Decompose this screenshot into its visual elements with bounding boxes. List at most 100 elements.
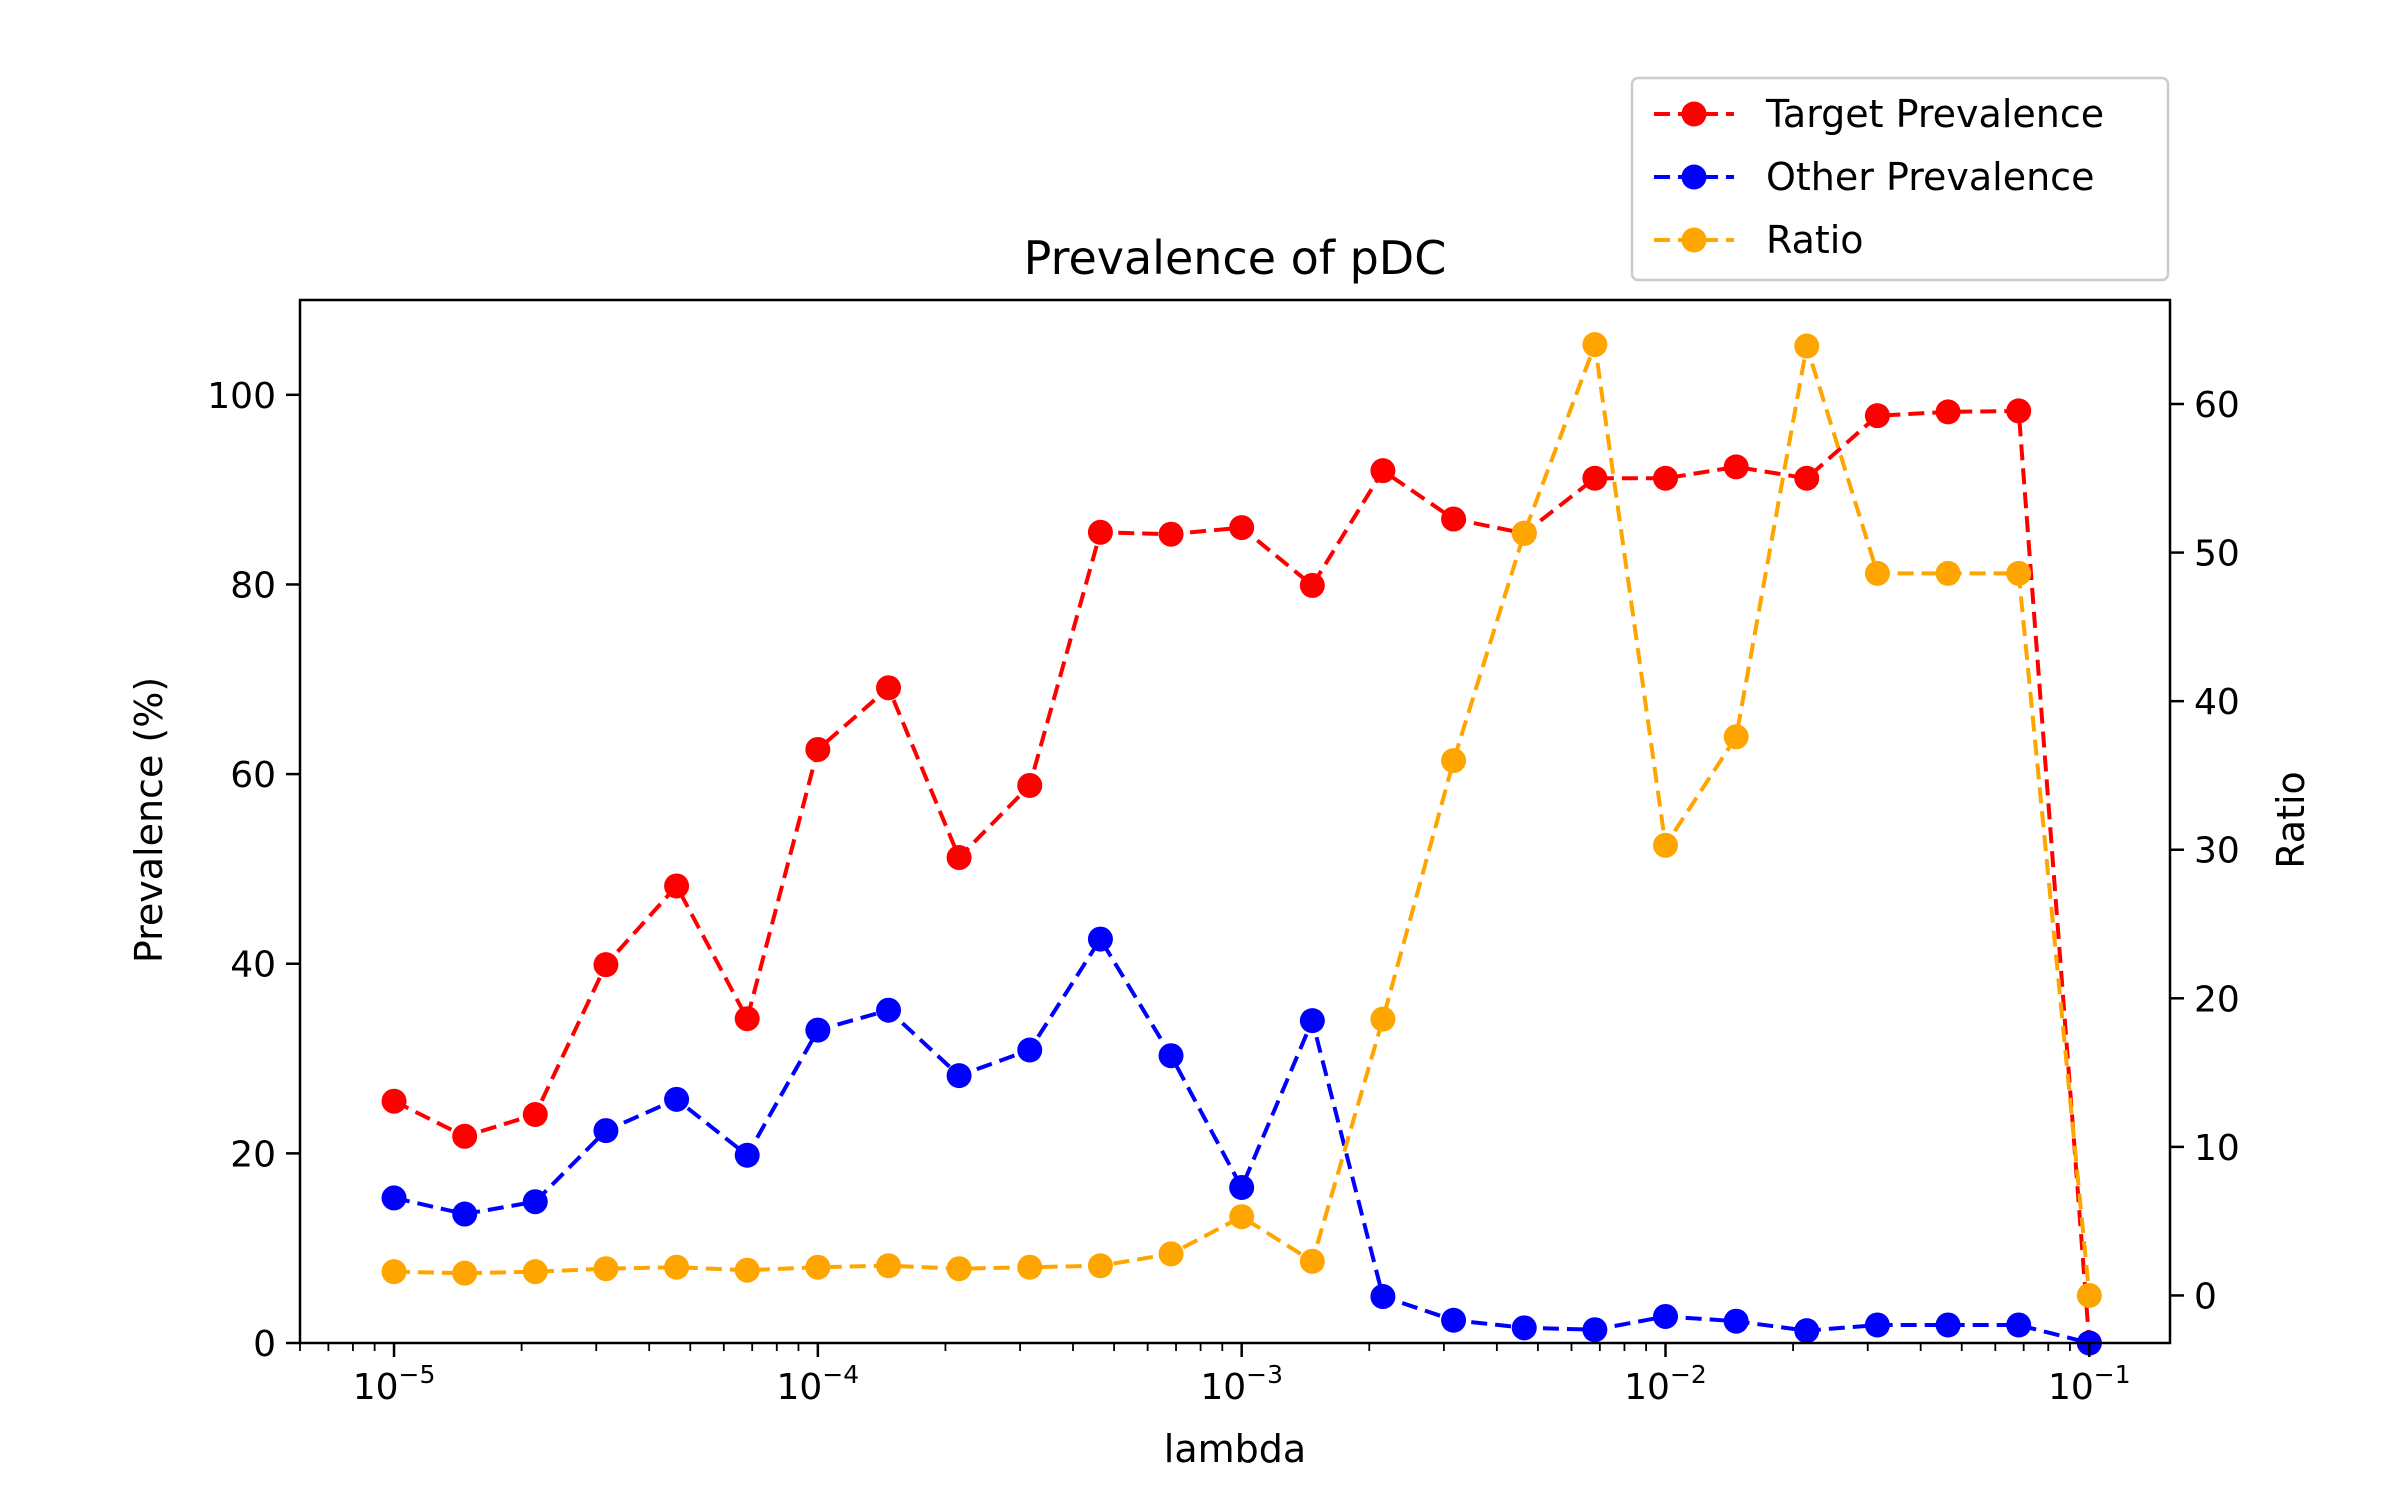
data-point <box>381 1185 407 1211</box>
data-point <box>1794 465 1820 491</box>
y-tick-label: 0 <box>253 1324 276 1365</box>
data-point <box>1299 1008 1325 1034</box>
data-point <box>2006 1312 2032 1338</box>
data-point <box>1229 515 1255 541</box>
data-point <box>664 1254 690 1280</box>
data-point <box>1441 748 1467 774</box>
data-point <box>734 1006 760 1032</box>
x-tick-base: 10 <box>353 1367 399 1408</box>
data-point <box>805 1017 831 1043</box>
y2-tick-label: 40 <box>2194 682 2240 723</box>
legend-marker <box>1681 227 1707 253</box>
series-layer <box>381 332 2102 1356</box>
data-point <box>1017 772 1043 798</box>
legend-item: Ratio <box>1654 218 1864 262</box>
data-point <box>1229 1174 1255 1200</box>
data-point <box>1017 1037 1043 1063</box>
data-point <box>593 952 619 978</box>
data-point <box>1370 1284 1396 1310</box>
x-tick-base: 10 <box>2048 1367 2094 1408</box>
data-point <box>452 1260 478 1286</box>
x-axis: 10−5 10−4 10−3 10−2 10−1 <box>299 1343 2131 1408</box>
data-point <box>1158 521 1184 547</box>
legend-label: Ratio <box>1766 218 1864 262</box>
data-point <box>1370 1006 1396 1032</box>
data-point <box>1794 1318 1820 1344</box>
data-point <box>946 1256 972 1282</box>
x-tick-label: 10−4 <box>777 1360 860 1408</box>
data-point <box>1087 1253 1113 1279</box>
series-target-prevalence <box>381 398 2102 1356</box>
data-point <box>1935 1312 1961 1338</box>
data-point <box>1864 1312 1890 1338</box>
data-point <box>593 1118 619 1144</box>
legend-label: Other Prevalence <box>1766 155 2094 199</box>
data-point <box>1441 1307 1467 1333</box>
legend: Target Prevalence Other Prevalence Ratio <box>1630 76 2170 282</box>
data-point <box>1653 832 1679 858</box>
y-tick-label: 60 <box>230 755 276 796</box>
legend-box <box>1630 76 2170 282</box>
data-point <box>1582 465 1608 491</box>
data-point <box>1794 333 1820 359</box>
x-tick-exponent: −1 <box>2094 1360 2131 1389</box>
x-tick-base: 10 <box>1200 1367 1246 1408</box>
x-tick-exponent: −3 <box>1246 1360 1283 1389</box>
data-point <box>1158 1043 1184 1069</box>
y-axis-left: 0 20 40 60 80 100 <box>207 376 300 1365</box>
data-point <box>522 1189 548 1215</box>
data-point <box>1723 454 1749 480</box>
legend-item: Target Prevalence <box>1654 92 2104 136</box>
data-point <box>381 1259 407 1285</box>
y2-axis-title: Ratio <box>2269 771 2313 869</box>
series-ratio <box>381 332 2102 1308</box>
y2-tick-label: 20 <box>2194 979 2240 1020</box>
data-point <box>1229 1204 1255 1230</box>
data-point <box>805 1254 831 1280</box>
data-point <box>1087 519 1113 545</box>
data-point <box>1441 506 1467 532</box>
x-tick-label: 10−2 <box>1624 1360 1707 1408</box>
data-point <box>1087 926 1113 952</box>
x-tick-exponent: −5 <box>399 1360 436 1389</box>
legend-marker <box>1681 101 1707 127</box>
data-point <box>522 1259 548 1285</box>
data-point <box>664 1086 690 1112</box>
y-tick-label: 20 <box>230 1134 276 1175</box>
legend-item: Other Prevalence <box>1654 155 2094 199</box>
y2-tick-label: 10 <box>2194 1128 2240 1169</box>
data-point <box>1653 465 1679 491</box>
y-axis-title: Prevalence (%) <box>127 677 171 963</box>
data-point <box>2006 560 2032 586</box>
data-point <box>1723 724 1749 750</box>
data-point <box>946 845 972 871</box>
legend-marker <box>1681 164 1707 190</box>
data-point <box>1017 1254 1043 1280</box>
legend-label: Target Prevalence <box>1765 92 2104 136</box>
x-tick-exponent: −2 <box>1670 1360 1707 1389</box>
data-point <box>734 1257 760 1283</box>
data-point <box>1299 1248 1325 1274</box>
data-point <box>381 1088 407 1114</box>
chart-title: Prevalence of pDC <box>1024 231 1447 285</box>
data-point <box>1299 572 1325 598</box>
data-point <box>876 1253 902 1279</box>
x-tick-exponent: −4 <box>822 1360 859 1389</box>
x-tick-base: 10 <box>777 1367 823 1408</box>
data-point <box>452 1123 478 1149</box>
y-tick-label: 80 <box>230 565 276 606</box>
data-point <box>1511 1315 1537 1341</box>
data-point <box>876 997 902 1023</box>
x-tick-label: 10−5 <box>353 1360 436 1408</box>
data-point <box>2006 398 2032 424</box>
data-point <box>1511 520 1537 546</box>
data-point <box>452 1201 478 1227</box>
data-point <box>1864 560 1890 586</box>
y-axis-right: 0 10 20 30 40 50 60 <box>2170 385 2240 1317</box>
data-point <box>1653 1303 1679 1329</box>
data-point <box>946 1063 972 1089</box>
x-axis-title: lambda <box>1164 1427 1306 1471</box>
data-point <box>1582 332 1608 358</box>
data-point <box>1582 1317 1608 1343</box>
